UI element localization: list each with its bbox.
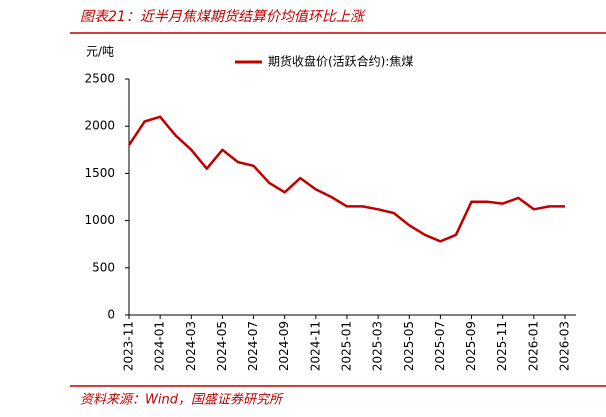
x-tick-label: 2024-01 <box>153 321 167 371</box>
x-tick-label: 2024-09 <box>277 321 291 371</box>
series-line <box>127 115 565 243</box>
y-tick-label: 1000 <box>84 213 115 227</box>
x-tick-label: 2024-11 <box>308 321 322 371</box>
source: 资料来源：Wind，国盛证券研究所 <box>80 392 284 408</box>
x-tick-label: 2025-09 <box>464 321 478 371</box>
y-tick-label: 2500 <box>84 72 115 86</box>
y-tick-label: 1500 <box>84 166 115 180</box>
x-tick-label: 2024-07 <box>246 321 260 371</box>
x-tick-label: 2025-05 <box>402 321 416 371</box>
x-tick-label: 2023-11 <box>122 321 136 371</box>
y-tick-label: 0 <box>107 308 115 322</box>
x-tick-label: 2026-03 <box>557 321 571 371</box>
y-tick-label: 2000 <box>84 119 115 133</box>
x-tick-label: 2024-05 <box>215 321 229 371</box>
x-tick-label: 2024-03 <box>184 321 198 371</box>
y-axis-label: 元/吨 <box>86 45 114 59</box>
x-tick-label: 2025-11 <box>495 321 509 371</box>
y-tick-label: 500 <box>92 260 115 274</box>
chart-title: 图表21：近半月焦煤期货结算价均值环比上涨 <box>80 9 366 25</box>
x-tick-label: 2025-03 <box>371 321 385 371</box>
x-tick-label: 2026-01 <box>526 321 540 371</box>
x-tick-label: 2025-01 <box>339 321 353 371</box>
legend-label: 期货收盘价(活跃合约):焦煤 <box>268 54 413 69</box>
x-tick-label: 2025-07 <box>433 321 447 371</box>
